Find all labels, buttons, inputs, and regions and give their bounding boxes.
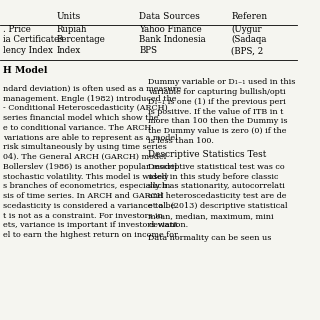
Text: (Sadaqa: (Sadaqa [231,35,267,44]
Text: scedasticity is considered a variance to be: scedasticity is considered a variance to… [3,202,175,210]
Text: ia Certificates: ia Certificates [3,35,64,44]
Text: et al. (2013) descriptive statistical: et al. (2013) descriptive statistical [148,202,288,210]
Text: Index: Index [56,46,81,55]
Text: sis of time series. In ARCH and GARCH: sis of time series. In ARCH and GARCH [3,192,164,200]
Text: e to conditional variance. The ARCH: e to conditional variance. The ARCH [3,124,151,132]
Text: Descriptive statistical test was co: Descriptive statistical test was co [148,163,285,171]
Text: is positive. If the value of ITB in t: is positive. If the value of ITB in t [148,108,284,116]
Text: H Model: H Model [3,66,47,75]
Text: mean, median, maximum, mini: mean, median, maximum, mini [148,212,274,220]
Text: and heteroscedasticity test are de: and heteroscedasticity test are de [148,192,287,200]
Text: Rupiah: Rupiah [56,25,87,34]
Text: BPS: BPS [140,46,157,55]
Text: deviation.: deviation. [148,221,188,229]
Text: is less than 100.: is less than 100. [148,137,214,145]
Text: t is not as a constraint. For investors in: t is not as a constraint. For investors … [3,212,163,220]
Text: ets, variance is important if investors want: ets, variance is important if investors … [3,221,178,229]
Text: management. Engle (1982) introduced the: management. Engle (1982) introduced the [3,95,176,102]
Text: D₁₋₁ is one (1) if the previous peri: D₁₋₁ is one (1) if the previous peri [148,98,286,106]
Text: Units: Units [56,12,81,21]
Text: Descriptive Statistics Test: Descriptive Statistics Test [148,150,267,159]
Text: variable for capturing bullish/opti: variable for capturing bullish/opti [148,88,286,96]
Text: s branches of econometrics, especially in: s branches of econometrics, especially i… [3,182,170,190]
Text: Yahoo Finance: Yahoo Finance [140,25,202,34]
Text: such as stationarity, autocorrelati: such as stationarity, autocorrelati [148,182,285,190]
Text: Data Sources: Data Sources [140,12,200,21]
Text: Bank Indonesia: Bank Indonesia [140,35,206,44]
Text: 04). The General ARCH (GARCH) model: 04). The General ARCH (GARCH) model [3,153,166,161]
Text: Referen: Referen [231,12,268,21]
Text: used in this study before classic: used in this study before classic [148,172,279,180]
Text: risk simultaneously by using time series: risk simultaneously by using time series [3,143,167,151]
Text: Data normality can be seen us: Data normality can be seen us [148,234,272,242]
Text: Dummy variable or D₁₋₁ used in this: Dummy variable or D₁₋₁ used in this [148,78,296,86]
Text: Percentage: Percentage [56,35,105,44]
Text: the Dummy value is zero (0) if the: the Dummy value is zero (0) if the [148,127,287,135]
Text: . Price: . Price [3,25,31,34]
Text: ndard deviation) is often used as a measure: ndard deviation) is often used as a meas… [3,85,181,93]
Text: Bollerslev (1986) is another popular model: Bollerslev (1986) is another popular mod… [3,163,177,171]
Text: (BPS, 2: (BPS, 2 [231,46,264,55]
Text: - Conditional Heteroscedasticity (ARCH): - Conditional Heteroscedasticity (ARCH) [3,104,168,112]
Text: more than 100 then the Dummy is: more than 100 then the Dummy is [148,117,288,125]
Text: stochastic volatility. This model is widely: stochastic volatility. This model is wid… [3,172,169,180]
Text: series financial model which show the: series financial model which show the [3,114,158,122]
Text: lency Index: lency Index [3,46,53,55]
Text: el to earn the highest return on income for: el to earn the highest return on income … [3,231,178,239]
Text: variations are able to represent as a model: variations are able to represent as a mo… [3,134,178,141]
Text: (Uygur: (Uygur [231,24,262,34]
